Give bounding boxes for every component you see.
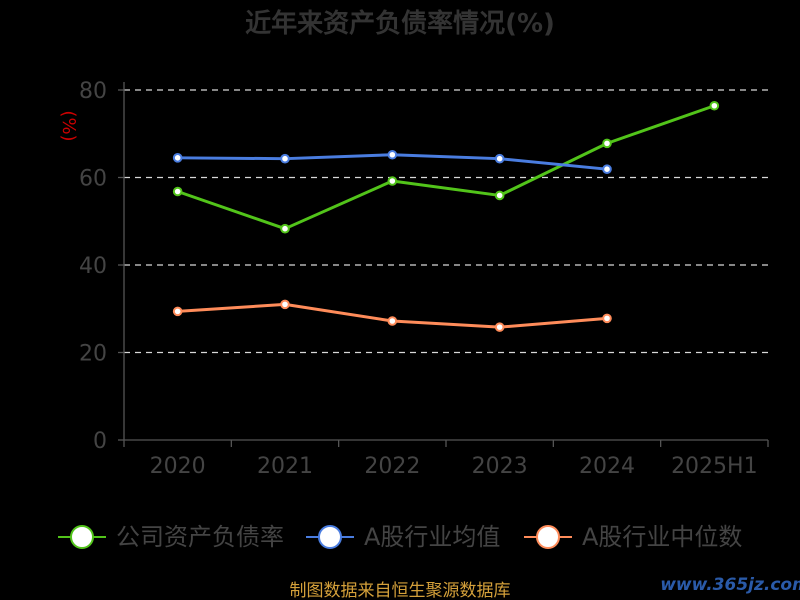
legend: 公司资产负债率 A股行业均值 A股行业中位数 <box>58 523 742 551</box>
x-tick-label: 2022 <box>364 454 420 479</box>
watermark: www.365jz.com <box>660 575 800 595</box>
legend-marker <box>70 525 94 549</box>
y-tick-label: 0 <box>93 429 107 454</box>
data-point <box>280 153 290 164</box>
data-point <box>172 153 183 163</box>
x-tick-label: 2023 <box>472 454 528 479</box>
legend-label: A股行业中位数 <box>582 523 742 551</box>
x-tick-label: 2025H1 <box>671 454 758 479</box>
data-point <box>172 186 183 197</box>
x-tick-label: 2024 <box>579 454 635 479</box>
data-point <box>387 316 398 326</box>
legend-label: 公司资产负债率 <box>116 523 284 551</box>
data-point <box>280 299 290 310</box>
data-point <box>494 153 505 164</box>
y-axis-unit-label: (%) <box>58 110 79 141</box>
x-tick-label: 2020 <box>150 454 206 479</box>
series-line <box>177 104 715 231</box>
y-tick-label: 60 <box>79 167 107 192</box>
data-point <box>172 306 183 317</box>
data-point <box>602 164 612 174</box>
data-point <box>387 176 398 186</box>
data-point <box>494 190 505 201</box>
series <box>172 100 720 332</box>
source-note: 制图数据来自恒生聚源数据库 <box>290 581 511 600</box>
y-tick-label: 80 <box>79 79 107 104</box>
legend-marker <box>536 525 560 549</box>
data-point <box>709 100 720 111</box>
grid-lines <box>124 89 768 354</box>
chart-title: 近年来资产负债率情况(%) <box>245 8 555 39</box>
data-point <box>280 223 290 234</box>
x-tick-label: 2021 <box>257 454 313 479</box>
data-point <box>602 313 612 324</box>
y-tick-label: 20 <box>79 342 107 367</box>
legend-label: A股行业均值 <box>364 523 500 551</box>
data-point <box>387 149 398 160</box>
data-point <box>602 138 612 149</box>
axes: 0 20 40 60 80 2020 2021 2022 2023 2024 2025H1 <box>79 79 769 479</box>
y-tick-label: 40 <box>79 254 107 279</box>
data-point <box>494 322 505 332</box>
legend-marker <box>318 525 342 549</box>
